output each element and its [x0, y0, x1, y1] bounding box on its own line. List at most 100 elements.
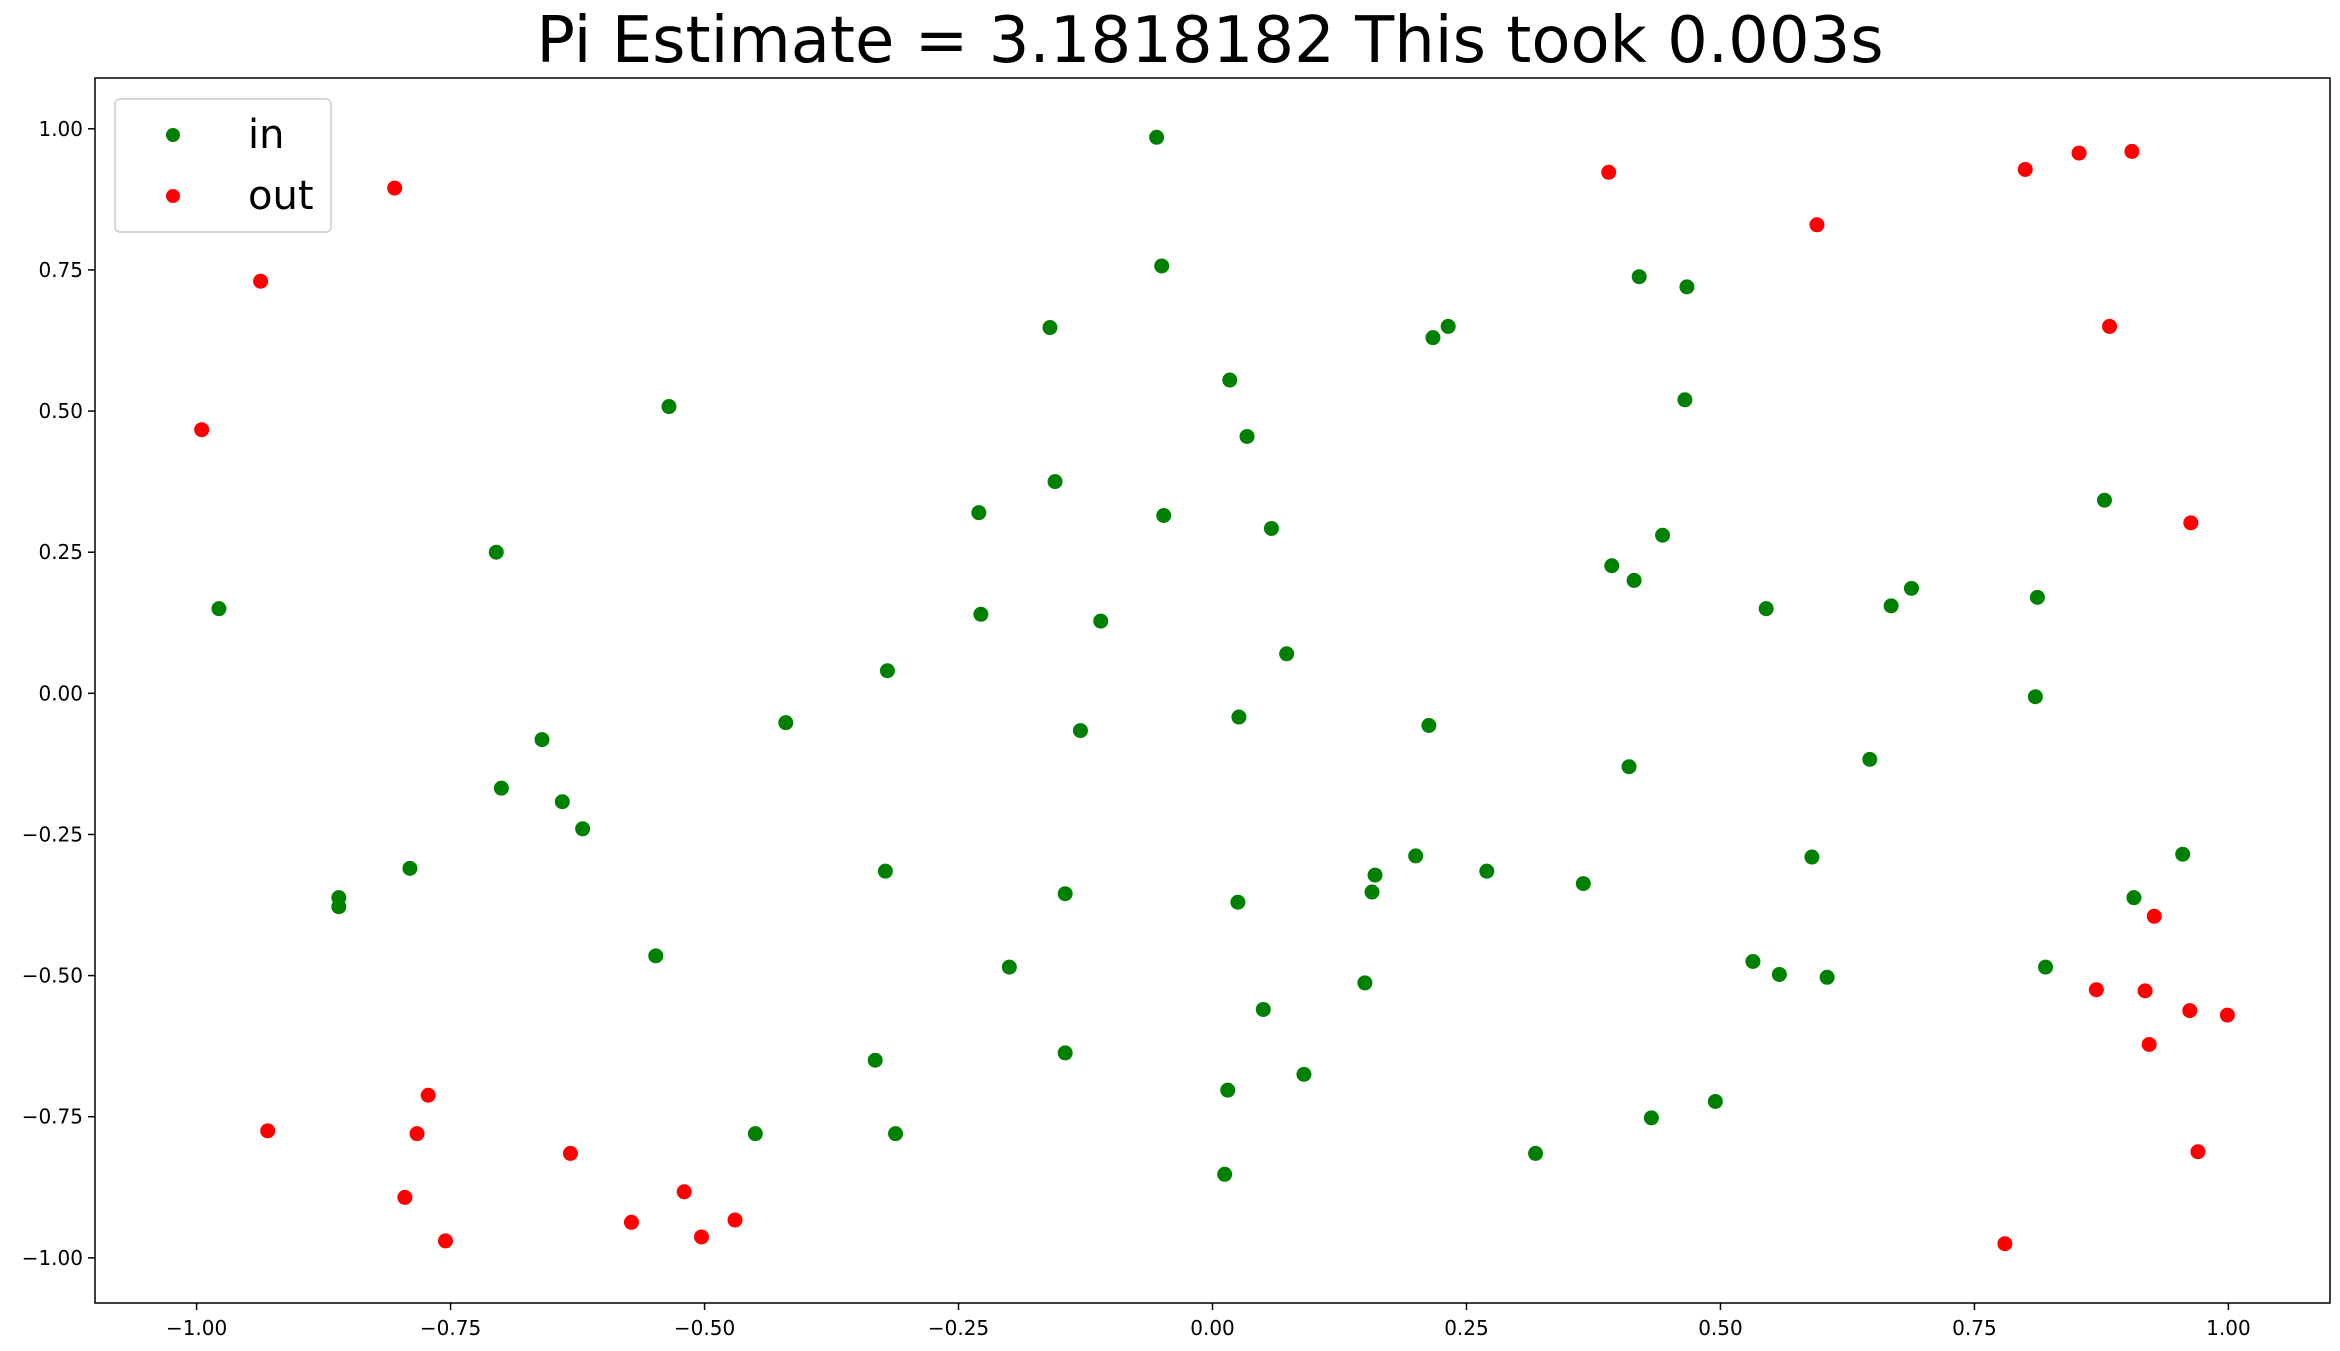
data-point-in — [2126, 890, 2142, 906]
data-point-in — [488, 544, 504, 560]
x-tick-label: −0.25 — [928, 1316, 989, 1340]
y-tick-label: −0.75 — [22, 1105, 83, 1129]
data-point-in — [1903, 580, 1919, 596]
data-point-in — [1655, 527, 1671, 543]
legend-marker-in — [166, 128, 180, 142]
data-point-out — [676, 1184, 692, 1200]
data-point-in — [973, 606, 989, 622]
data-point-out — [2190, 1144, 2206, 1160]
data-point-in — [1643, 1110, 1659, 1126]
data-point-in — [1357, 975, 1373, 991]
chart-title: Pi Estimate = 3.1818182 This took 0.003s — [536, 4, 1883, 78]
data-point-in — [1367, 867, 1383, 883]
data-point-in — [1154, 258, 1170, 274]
data-point-in — [867, 1052, 883, 1068]
data-point-out — [2102, 318, 2118, 334]
plot-area: −1.00 −0.75 −0.50 −0.25 0.00 0.25 0.50 0.75 1.00… — [22, 77, 2331, 1340]
data-point-out — [2141, 1036, 2157, 1052]
legend-marker-out — [166, 189, 180, 203]
data-point-in — [554, 794, 570, 810]
data-point-in — [575, 821, 591, 837]
data-point-out — [2146, 908, 2162, 924]
data-point-in — [1057, 886, 1073, 902]
data-point-out — [2137, 983, 2153, 999]
data-point-in — [747, 1126, 763, 1142]
data-point-in — [2038, 959, 2054, 975]
y-axis: 1.00 0.75 0.50 0.25 0.00 −0.25 −0.50 −0.75 −1.00 — [22, 117, 95, 1270]
series-in — [211, 129, 2191, 1182]
legend-label-in: in — [248, 112, 284, 158]
data-point-in — [2175, 846, 2191, 862]
data-point-out — [1997, 1236, 2013, 1252]
x-tick-label: 0.75 — [1952, 1316, 1997, 1340]
data-point-in — [1072, 723, 1088, 739]
data-point-in — [1263, 520, 1279, 536]
x-tick-label: −1.00 — [166, 1316, 227, 1340]
data-point-in — [648, 948, 664, 964]
data-point-in — [211, 601, 227, 617]
data-point-in — [1862, 751, 1878, 767]
data-point-in — [1528, 1145, 1544, 1161]
data-point-in — [331, 899, 347, 915]
plot-frame — [94, 77, 2331, 1304]
data-point-out — [2071, 145, 2087, 161]
data-point-in — [1047, 474, 1063, 490]
data-point-in — [1707, 1093, 1723, 1109]
series-out — [194, 143, 2235, 1252]
legend-label-out: out — [248, 173, 314, 219]
data-point-out — [2182, 1003, 2198, 1019]
x-tick-label: 0.00 — [1190, 1316, 1235, 1340]
data-point-in — [1149, 129, 1165, 145]
data-point-in — [1440, 318, 1456, 334]
data-point-in — [1156, 508, 1172, 523]
data-point-out — [397, 1189, 413, 1205]
x-axis: −1.00 −0.75 −0.50 −0.25 0.00 0.25 0.50 0.75 1.00 — [166, 1303, 2251, 1340]
data-point-out — [420, 1087, 436, 1103]
data-point-in — [971, 505, 987, 521]
data-point-in — [1222, 372, 1238, 388]
data-point-in — [1001, 959, 1017, 975]
data-point-out — [693, 1229, 709, 1245]
data-point-in — [1771, 966, 1787, 982]
data-point-in — [1279, 646, 1295, 662]
data-point-out — [253, 273, 269, 289]
data-point-in — [1677, 392, 1693, 408]
data-point-in — [1364, 884, 1380, 900]
data-point-in — [1745, 953, 1761, 969]
y-tick-label: −0.25 — [22, 822, 83, 846]
data-point-out — [727, 1212, 743, 1228]
data-point-out — [2017, 161, 2033, 177]
data-point-in — [2027, 689, 2043, 705]
x-tick-label: 0.25 — [1444, 1316, 1489, 1340]
data-point-in — [1093, 613, 1109, 629]
data-point-in — [1408, 848, 1424, 864]
data-point-in — [493, 780, 509, 796]
data-point-in — [1231, 709, 1247, 725]
data-point-in — [1804, 849, 1820, 865]
x-tick-label: 1.00 — [2206, 1316, 2251, 1340]
data-point-out — [2088, 982, 2104, 998]
data-point-in — [2029, 589, 2045, 605]
x-tick-label: 0.50 — [1698, 1316, 1743, 1340]
data-point-out — [194, 422, 210, 438]
data-point-in — [1631, 269, 1647, 285]
data-point-in — [778, 715, 794, 731]
y-tick-label: −0.50 — [22, 964, 83, 988]
y-tick-label: −1.00 — [22, 1246, 83, 1270]
y-tick-label: 0.00 — [38, 681, 83, 705]
data-point-in — [1479, 863, 1495, 879]
data-point-in — [1255, 1001, 1271, 1017]
data-point-out — [2124, 143, 2140, 159]
y-tick-label: 1.00 — [38, 117, 83, 141]
x-tick-label: −0.75 — [420, 1316, 481, 1340]
data-point-in — [534, 732, 550, 748]
x-tick-label: −0.50 — [674, 1316, 735, 1340]
data-point-in — [879, 663, 895, 679]
data-point-out — [2219, 1007, 2235, 1023]
y-tick-label: 0.75 — [38, 258, 83, 282]
data-point-in — [1217, 1166, 1233, 1182]
data-point-out — [2183, 515, 2199, 531]
data-point-in — [1621, 759, 1637, 775]
data-point-in — [888, 1126, 904, 1142]
